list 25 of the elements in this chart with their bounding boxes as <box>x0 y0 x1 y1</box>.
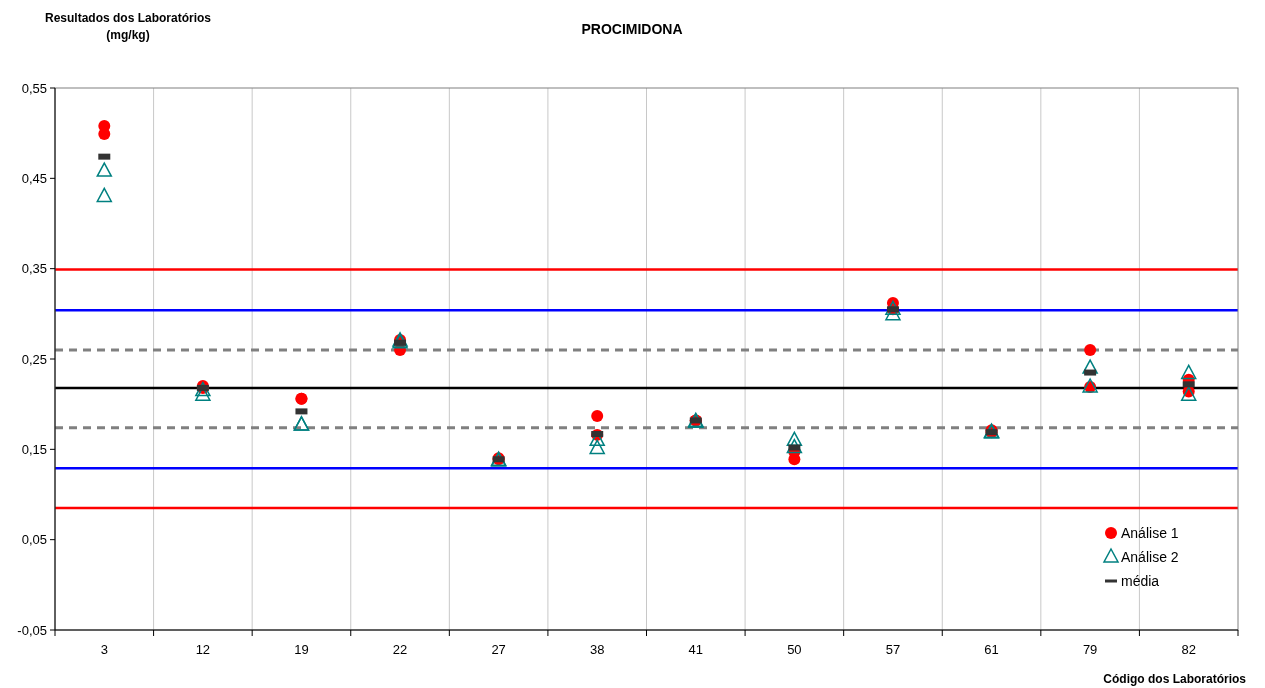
x-tick-label: 50 <box>787 642 802 657</box>
y-tick-label: 0,45 <box>21 170 47 186</box>
legend-label: Análise 1 <box>1121 524 1179 541</box>
x-tick-label: 61 <box>984 642 999 657</box>
y-tick-label: 0,35 <box>21 261 47 277</box>
x-tick-label: 41 <box>688 642 704 657</box>
y-tick-label: 0,25 <box>21 351 47 367</box>
x-tick-label: 82 <box>1181 642 1196 657</box>
x-tick-label: 27 <box>491 642 506 657</box>
x-tick-label: 79 <box>1082 642 1098 657</box>
x-axis-title: Código dos Laboratórios <box>1103 672 1247 686</box>
legend-label: média <box>1121 572 1160 589</box>
y-tick-label: 0,15 <box>21 441 47 457</box>
chart-title: PROCIMIDONA <box>581 21 683 37</box>
y-tick-label: 0,05 <box>21 532 47 548</box>
x-tick-label: 38 <box>589 642 605 657</box>
y-tick-label: -0,05 <box>17 622 47 638</box>
y-axis-title: Resultados dos Laboratórios (mg/kg) <box>44 11 212 42</box>
y-tick-label: 0,55 <box>21 80 47 96</box>
x-tick-label: 22 <box>392 642 408 657</box>
x-tick-label: 19 <box>294 642 309 657</box>
x-tick-label: 12 <box>195 642 211 657</box>
x-tick-label: 57 <box>885 642 901 657</box>
legend-label: Análise 2 <box>1121 548 1179 565</box>
x-tick-label: 3 <box>100 642 108 657</box>
